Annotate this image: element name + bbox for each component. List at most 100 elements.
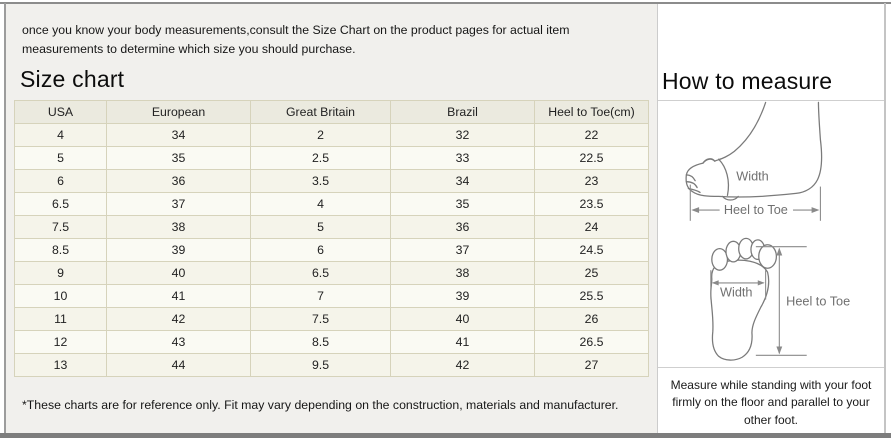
table-cell: 27 bbox=[534, 353, 649, 377]
column-header-great-britain: Great Britain bbox=[250, 100, 391, 124]
table-cell: 23 bbox=[534, 169, 649, 193]
table-cell: 4 bbox=[14, 123, 107, 147]
table-cell: 7 bbox=[250, 284, 391, 308]
table-cell: 36 bbox=[106, 169, 251, 193]
column-header-heel-to-toe: Heel to Toe(cm) bbox=[534, 100, 649, 124]
table-cell: 6 bbox=[250, 238, 391, 262]
table-row: 9 40 6.5 38 25 bbox=[14, 261, 649, 285]
table-cell: 24 bbox=[534, 215, 649, 239]
how-to-measure-header: How to measure bbox=[658, 4, 884, 101]
table-row: 12 43 8.5 41 26.5 bbox=[14, 330, 649, 354]
table-cell: 24.5 bbox=[534, 238, 649, 262]
top-frame-line bbox=[0, 2, 891, 4]
size-table-body: 4 34 2 32 22 5 35 2.5 33 22.5 6 36 3.5 34 23 6.5 37 4 35 23… bbox=[14, 123, 649, 377]
table-cell: 36 bbox=[390, 215, 535, 239]
arrow-right-icon bbox=[757, 280, 765, 286]
table-cell: 2 bbox=[250, 123, 391, 147]
foot-side-outline bbox=[685, 101, 823, 201]
table-row: 10 41 7 39 25.5 bbox=[14, 284, 649, 308]
table-cell: 37 bbox=[390, 238, 535, 262]
table-row: 13 44 9.5 42 27 bbox=[14, 353, 649, 377]
table-cell: 23.5 bbox=[534, 192, 649, 216]
table-row: 4 34 2 32 22 bbox=[14, 123, 649, 147]
footprint-outline bbox=[710, 237, 778, 361]
table-cell: 35 bbox=[390, 192, 535, 216]
table-cell: 8.5 bbox=[250, 330, 391, 354]
how-to-measure-panel: How to measure bbox=[657, 4, 884, 433]
column-header-brazil: Brazil bbox=[390, 100, 535, 124]
table-cell: 13 bbox=[14, 353, 107, 377]
table-cell: 42 bbox=[390, 353, 535, 377]
arrow-down-icon bbox=[776, 346, 783, 355]
table-row: 6 36 3.5 34 23 bbox=[14, 169, 649, 193]
table-cell: 38 bbox=[390, 261, 535, 285]
table-cell: 8.5 bbox=[14, 238, 107, 262]
how-to-measure-title: How to measure bbox=[662, 68, 833, 94]
table-cell: 9 bbox=[14, 261, 107, 285]
table-cell: 41 bbox=[390, 330, 535, 354]
right-frame-line bbox=[884, 3, 886, 433]
table-cell: 39 bbox=[106, 238, 251, 262]
table-cell: 34 bbox=[106, 123, 251, 147]
side-width-label: Width bbox=[736, 169, 768, 184]
size-chart-panel: once you know your body measurements,con… bbox=[6, 4, 657, 433]
bottom-frame-line bbox=[0, 433, 891, 438]
arrow-up-icon bbox=[776, 247, 783, 256]
left-frame-line bbox=[4, 3, 6, 433]
table-cell: 44 bbox=[106, 353, 251, 377]
size-chart-title: Size chart bbox=[20, 66, 125, 92]
column-header-european: European bbox=[106, 100, 251, 124]
table-cell: 2.5 bbox=[250, 146, 391, 170]
footprint-width-label: Width bbox=[720, 285, 752, 300]
table-cell: 25 bbox=[534, 261, 649, 285]
table-cell: 41 bbox=[106, 284, 251, 308]
arrow-left-icon bbox=[711, 280, 719, 286]
table-cell: 7.5 bbox=[14, 215, 107, 239]
table-row: 11 42 7.5 40 26 bbox=[14, 307, 649, 331]
table-cell: 3.5 bbox=[250, 169, 391, 193]
table-cell: 6 bbox=[14, 169, 107, 193]
intro-text: once you know your body measurements,con… bbox=[22, 23, 570, 57]
table-cell: 6.5 bbox=[14, 192, 107, 216]
measure-footnote: Measure while standing with your foot fi… bbox=[670, 378, 872, 427]
table-cell: 6.5 bbox=[250, 261, 391, 285]
table-row: 8.5 39 6 37 24.5 bbox=[14, 238, 649, 262]
table-cell: 43 bbox=[106, 330, 251, 354]
table-header-row: USA European Great Britain Brazil Heel t… bbox=[14, 100, 649, 124]
table-cell: 22 bbox=[534, 123, 649, 147]
column-header-usa: USA bbox=[14, 100, 107, 124]
side-view-dimensions: Width Heel to Toe bbox=[689, 169, 821, 221]
table-cell: 35 bbox=[106, 146, 251, 170]
foot-side-view-diagram: Width Heel to Toe bbox=[685, 101, 823, 221]
measure-diagrams: Width Heel to Toe bbox=[658, 101, 884, 368]
table-cell: 34 bbox=[390, 169, 535, 193]
table-cell: 4 bbox=[250, 192, 391, 216]
table-cell: 38 bbox=[106, 215, 251, 239]
table-cell: 7.5 bbox=[250, 307, 391, 331]
table-cell: 12 bbox=[14, 330, 107, 354]
table-cell: 39 bbox=[390, 284, 535, 308]
side-heel-to-toe-label: Heel to Toe bbox=[724, 202, 788, 217]
table-cell: 42 bbox=[106, 307, 251, 331]
table-cell: 9.5 bbox=[250, 353, 391, 377]
size-chart-footnote: *These charts are for reference only. Fi… bbox=[22, 398, 619, 412]
arrow-right-icon bbox=[811, 207, 820, 213]
footprint-dimensions: Width Heel to Toe bbox=[710, 246, 850, 356]
table-cell: 5 bbox=[250, 215, 391, 239]
table-cell: 10 bbox=[14, 284, 107, 308]
table-cell: 26 bbox=[534, 307, 649, 331]
table-row: 7.5 38 5 36 24 bbox=[14, 215, 649, 239]
table-cell: 25.5 bbox=[534, 284, 649, 308]
footprint-diagram: Width Heel to Toe bbox=[710, 237, 850, 361]
table-row: 6.5 37 4 35 23.5 bbox=[14, 192, 649, 216]
table-cell: 11 bbox=[14, 307, 107, 331]
table-cell: 26.5 bbox=[534, 330, 649, 354]
table-cell: 5 bbox=[14, 146, 107, 170]
footprint-heel-to-toe-label: Heel to Toe bbox=[786, 293, 850, 308]
arrow-left-icon bbox=[691, 207, 700, 213]
size-chart-table: USA European Great Britain Brazil Heel t… bbox=[14, 100, 649, 377]
table-cell: 40 bbox=[106, 261, 251, 285]
table-cell: 22.5 bbox=[534, 146, 649, 170]
table-cell: 37 bbox=[106, 192, 251, 216]
